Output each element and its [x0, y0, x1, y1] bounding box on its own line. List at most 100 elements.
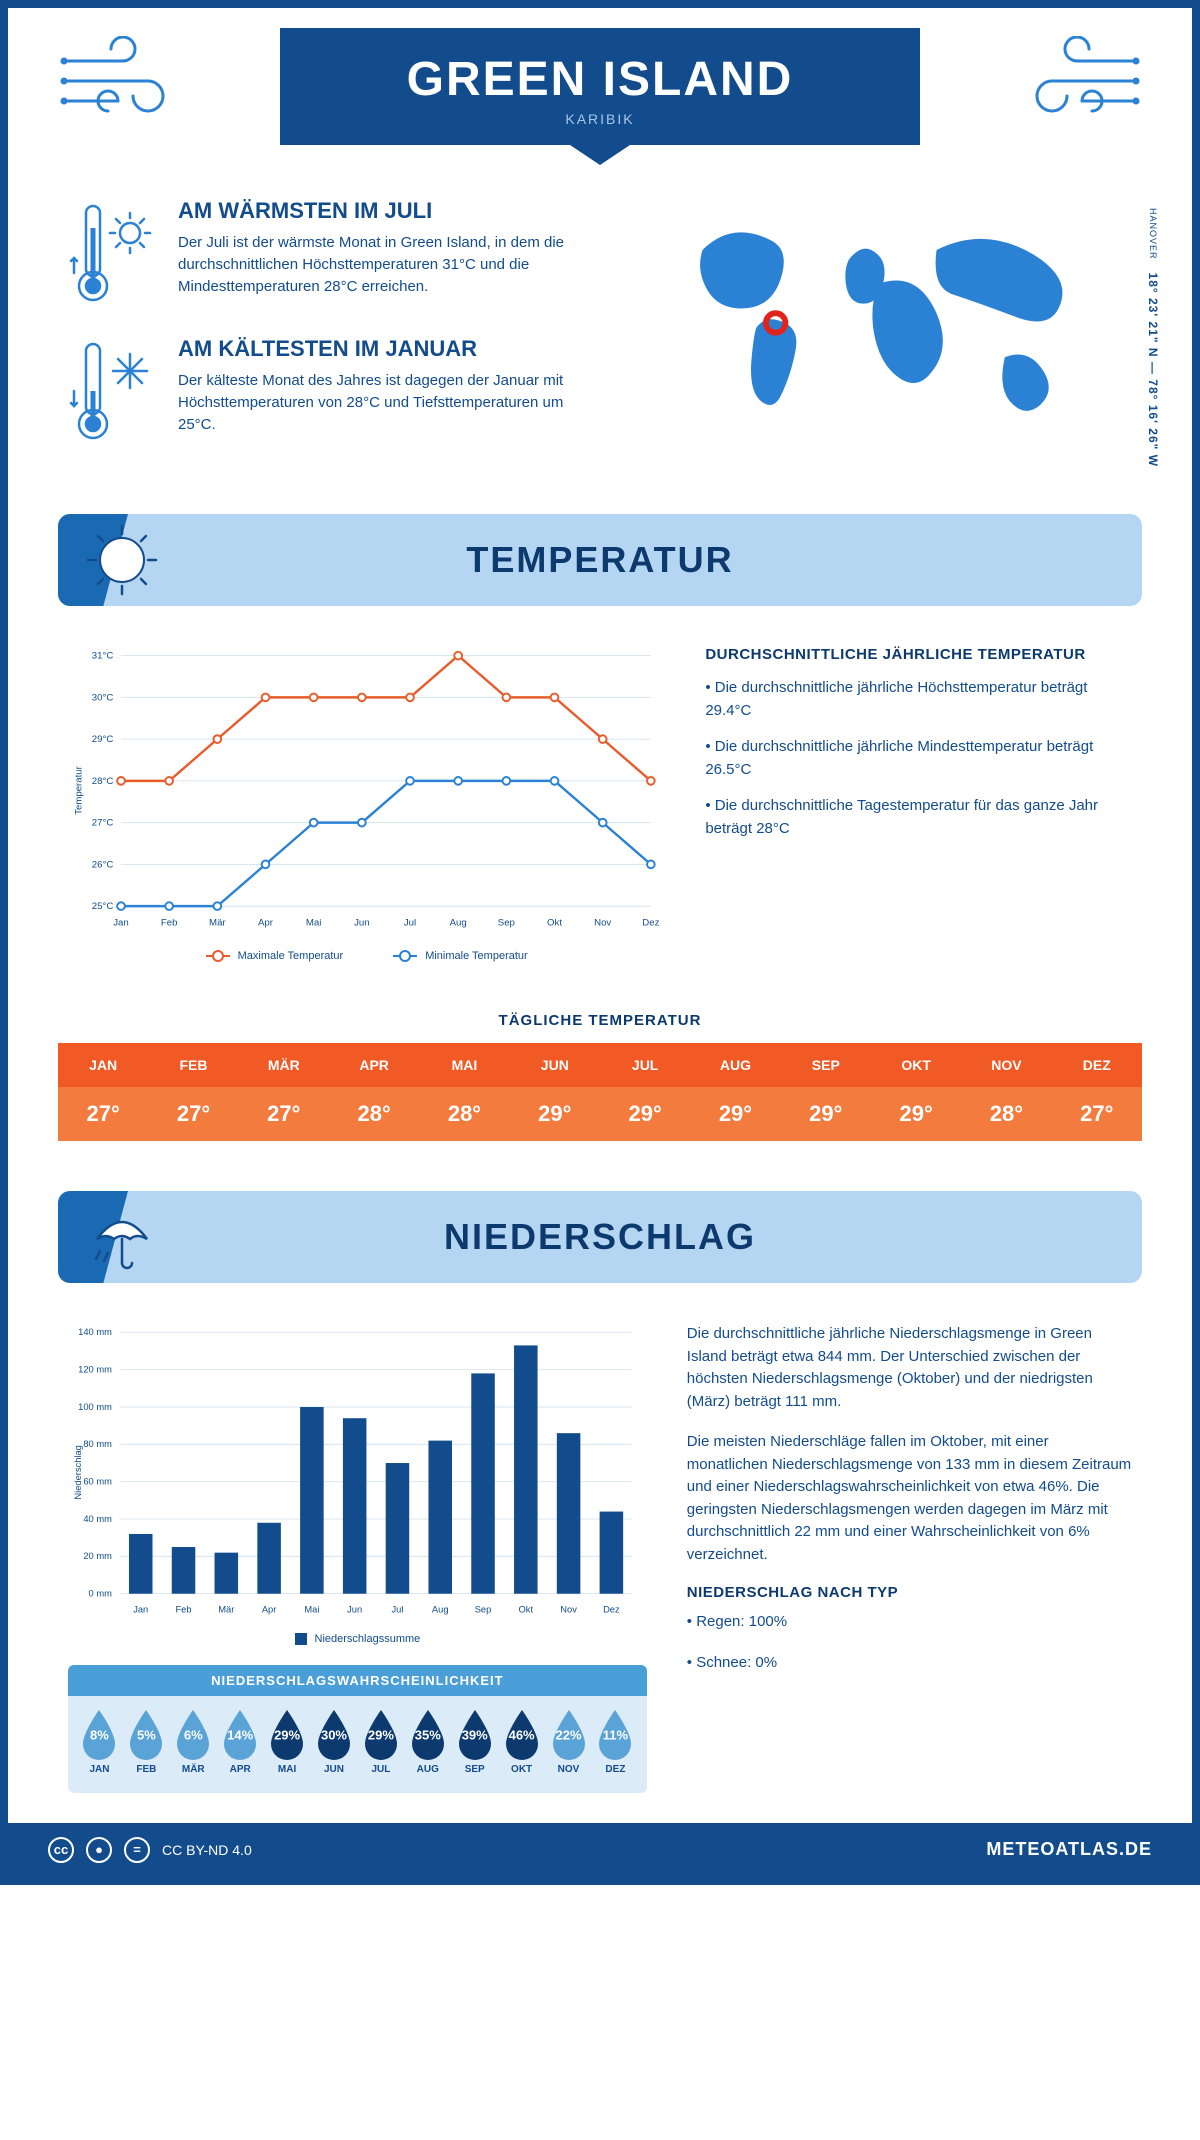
- by-icon: ●: [86, 1837, 112, 1863]
- page-subtitle: KARIBIK: [310, 111, 890, 127]
- coordinates: HANOVER 18° 23' 21" N — 78° 16' 26" W: [1146, 208, 1160, 467]
- coldest-text: Der kälteste Monat des Jahres ist dagege…: [178, 370, 604, 435]
- svg-text:Nov: Nov: [560, 1604, 577, 1614]
- prob-drop: 22% NOV: [545, 1708, 592, 1775]
- temperature-chart: 25°C26°C27°C28°C29°C30°C31°CJanFebMärApr…: [68, 646, 665, 962]
- precip-type-bullet: • Schnee: 0%: [687, 1652, 1132, 1675]
- prob-drop: 6% MÄR: [170, 1708, 217, 1775]
- prob-drop: 39% SEP: [451, 1708, 498, 1775]
- svg-text:Okt: Okt: [547, 917, 562, 928]
- svg-text:Jun: Jun: [354, 917, 370, 928]
- prob-drop: 5% FEB: [123, 1708, 170, 1775]
- daily-val-cell: 27°: [58, 1087, 148, 1141]
- daily-val-cell: 29°: [690, 1087, 780, 1141]
- temperature-info: DURCHSCHNITTLICHE JÄHRLICHE TEMPERATUR •…: [705, 646, 1132, 962]
- svg-text:80 mm: 80 mm: [83, 1439, 112, 1449]
- daily-head-cell: AUG: [690, 1043, 780, 1087]
- daily-val-cell: 28°: [961, 1087, 1051, 1141]
- daily-head-cell: JUL: [600, 1043, 690, 1087]
- brand: METEOATLAS.DE: [986, 1839, 1152, 1860]
- daily-head-cell: JAN: [58, 1043, 148, 1087]
- world-map: [644, 198, 1132, 458]
- svg-text:0 mm: 0 mm: [89, 1589, 113, 1599]
- prob-drop: 35% AUG: [404, 1708, 451, 1775]
- temp-bullet: • Die durchschnittliche jährliche Mindes…: [705, 736, 1132, 781]
- svg-text:Jul: Jul: [391, 1604, 403, 1614]
- svg-text:Okt: Okt: [519, 1604, 534, 1614]
- svg-text:Apr: Apr: [258, 917, 274, 928]
- daily-head-cell: SEP: [781, 1043, 871, 1087]
- daily-head-cell: FEB: [148, 1043, 238, 1087]
- license: cc ● = CC BY-ND 4.0: [48, 1837, 252, 1863]
- svg-text:20 mm: 20 mm: [83, 1551, 112, 1561]
- daily-head-cell: DEZ: [1052, 1043, 1142, 1087]
- svg-text:Dez: Dez: [603, 1604, 620, 1614]
- svg-text:60 mm: 60 mm: [83, 1477, 112, 1487]
- daily-head-cell: OKT: [871, 1043, 961, 1087]
- svg-text:Feb: Feb: [175, 1604, 191, 1614]
- svg-text:Dez: Dez: [642, 917, 659, 928]
- svg-text:Jan: Jan: [133, 1604, 148, 1614]
- temp-bullet: • Die durchschnittliche Tagestemperatur …: [705, 795, 1132, 840]
- daily-head-cell: NOV: [961, 1043, 1051, 1087]
- svg-text:Jun: Jun: [347, 1604, 362, 1614]
- precip-type-bullet: • Regen: 100%: [687, 1611, 1132, 1634]
- daily-val-cell: 29°: [871, 1087, 961, 1141]
- daily-val-cell: 27°: [148, 1087, 238, 1141]
- daily-val-cell: 29°: [600, 1087, 690, 1141]
- temp-chart-legend: Maximale Temperatur Minimale Temperatur: [68, 950, 665, 962]
- precip-section-header: NIEDERSCHLAG: [58, 1191, 1142, 1283]
- daily-val-cell: 27°: [239, 1087, 329, 1141]
- temperature-section-header: TEMPERATUR: [58, 514, 1142, 606]
- page-title: GREEN ISLAND: [310, 52, 890, 107]
- daily-val-cell: 28°: [329, 1087, 419, 1141]
- thermometer-hot-icon: [68, 198, 158, 308]
- precip-legend: Niederschlagssumme: [68, 1633, 647, 1645]
- precip-probability-box: NIEDERSCHLAGSWAHRSCHEINLICHKEIT 8% JAN 5…: [68, 1665, 647, 1793]
- prob-drop: 30% JUN: [311, 1708, 358, 1775]
- svg-text:100 mm: 100 mm: [78, 1402, 112, 1412]
- thermometer-cold-icon: [68, 336, 158, 446]
- infographic-frame: GREEN ISLAND KARIBIK: [0, 0, 1200, 1885]
- svg-text:Feb: Feb: [161, 917, 178, 928]
- daily-val-cell: 29°: [781, 1087, 871, 1141]
- warmest-text: Der Juli ist der wärmste Monat in Green …: [178, 232, 604, 297]
- daily-head-cell: MÄR: [239, 1043, 329, 1087]
- prob-drop: 29% MAI: [264, 1708, 311, 1775]
- svg-text:120 mm: 120 mm: [78, 1364, 112, 1374]
- svg-text:Nov: Nov: [594, 917, 611, 928]
- svg-text:30°C: 30°C: [92, 692, 114, 703]
- svg-text:Mär: Mär: [209, 917, 226, 928]
- svg-text:Mai: Mai: [304, 1604, 319, 1614]
- daily-val-cell: 27°: [1052, 1087, 1142, 1141]
- svg-text:Niederschlag: Niederschlag: [73, 1445, 83, 1499]
- overview-row: AM WÄRMSTEN IM JULI Der Juli ist der wär…: [8, 178, 1192, 514]
- svg-text:Sep: Sep: [475, 1604, 492, 1614]
- precip-info: Die durchschnittliche jährliche Niedersc…: [687, 1323, 1132, 1793]
- daily-temp-table: JANFEBMÄRAPRMAIJUNJULAUGSEPOKTNOVDEZ 27°…: [58, 1043, 1142, 1141]
- daily-head-cell: JUN: [510, 1043, 600, 1087]
- sun-icon: [82, 520, 162, 600]
- svg-text:140 mm: 140 mm: [78, 1327, 112, 1337]
- svg-text:Aug: Aug: [432, 1604, 449, 1614]
- temp-bullet: • Die durchschnittliche jährliche Höchst…: [705, 677, 1132, 722]
- svg-text:Jul: Jul: [404, 917, 416, 928]
- wind-icon-right: [1002, 36, 1142, 126]
- title-banner: GREEN ISLAND KARIBIK: [280, 28, 920, 145]
- daily-val-cell: 29°: [510, 1087, 600, 1141]
- daily-val-cell: 28°: [419, 1087, 509, 1141]
- svg-text:26°C: 26°C: [92, 859, 114, 870]
- svg-text:Apr: Apr: [262, 1604, 277, 1614]
- coldest-title: AM KÄLTESTEN IM JANUAR: [178, 336, 604, 362]
- footer: cc ● = CC BY-ND 4.0 METEOATLAS.DE: [8, 1823, 1192, 1877]
- temperature-header-text: TEMPERATUR: [58, 539, 1142, 581]
- daily-head-cell: APR: [329, 1043, 419, 1087]
- precip-header-text: NIEDERSCHLAG: [58, 1216, 1142, 1258]
- svg-text:40 mm: 40 mm: [83, 1514, 112, 1524]
- nd-icon: =: [124, 1837, 150, 1863]
- precip-bar-chart: 0 mm 20 mm 40 mm 60 mm 80 mm 100 mm 120 mm 140 …: [68, 1323, 647, 1622]
- svg-text:25°C: 25°C: [92, 901, 114, 912]
- coldest-fact: AM KÄLTESTEN IM JANUAR Der kälteste Mona…: [68, 336, 604, 446]
- prob-drop: 11% DEZ: [592, 1708, 639, 1775]
- svg-text:Temperatur: Temperatur: [74, 765, 85, 814]
